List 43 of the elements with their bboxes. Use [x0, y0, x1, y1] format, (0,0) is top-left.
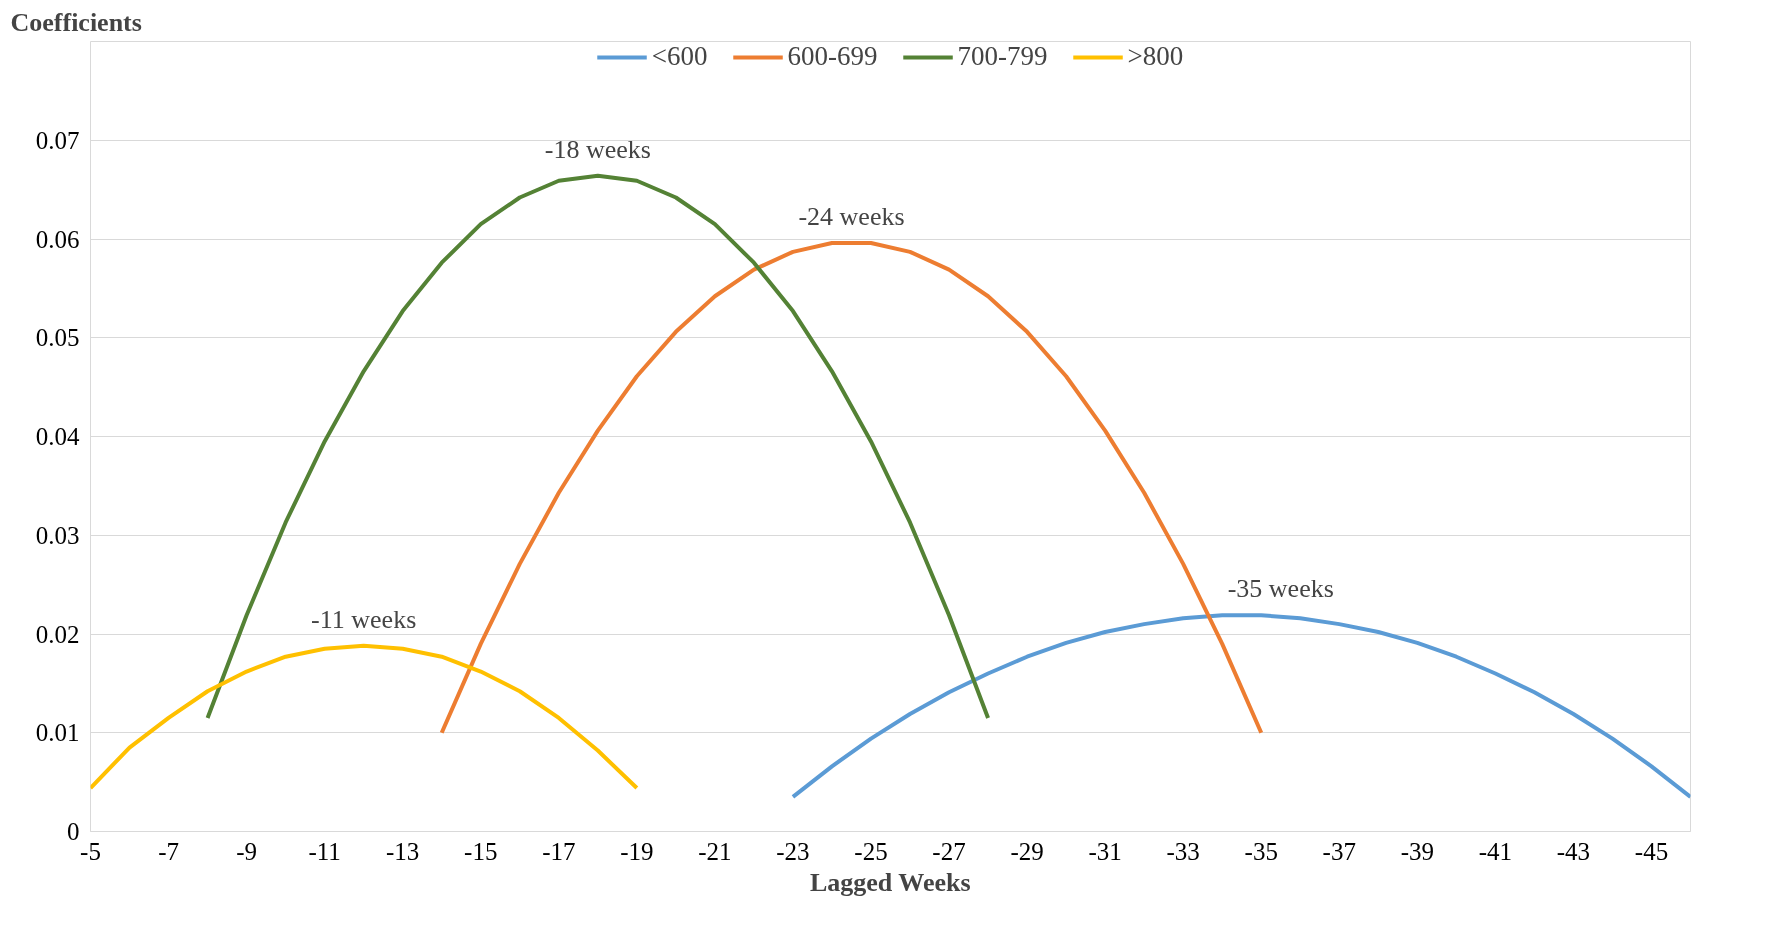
x-tick-label: -31: [1088, 837, 1122, 865]
x-tick-label: -23: [776, 837, 810, 865]
line-series: [90, 643, 639, 791]
x-tick-label: -39: [1400, 837, 1434, 865]
annotation: -35 weeks: [1227, 574, 1334, 604]
y-tick-label: 0: [67, 818, 80, 845]
legend-label: 600-699: [787, 41, 878, 72]
y-tick-label: 0.06: [35, 225, 80, 253]
x-tick-label: -27: [932, 837, 966, 865]
x-axis-title: Lagged Weeks: [809, 867, 971, 897]
x-tick-label: -41: [1478, 837, 1513, 865]
annotation: -11 weeks: [311, 604, 417, 634]
legend-label: 700-799: [957, 41, 1048, 72]
x-tick-label: -19: [620, 837, 654, 865]
y-axis-title: Coefficients: [10, 7, 142, 37]
x-tick-label: -13: [386, 837, 420, 865]
x-tick-label: -21: [698, 837, 732, 865]
x-tick-label: -5: [80, 837, 101, 865]
x-tick-label: -33: [1166, 837, 1200, 865]
y-tick-label: 0.03: [35, 521, 80, 549]
x-tick-label: -15: [464, 837, 498, 865]
line-series: [205, 173, 991, 720]
y-tick-label: 0.02: [35, 620, 80, 648]
x-tick-label: -29: [1010, 837, 1044, 865]
line-series: [790, 613, 1691, 799]
x-tick-label: -45: [1634, 837, 1669, 865]
x-tick-label: -9: [236, 837, 258, 865]
x-tick-label: -17: [542, 837, 576, 865]
annotation: -18 weeks: [544, 134, 651, 164]
line-series: [439, 240, 1264, 735]
legend-label: >800: [1127, 41, 1184, 72]
y-tick-label: 0.05: [35, 324, 80, 352]
legend-label: <600: [651, 41, 708, 72]
y-tick-label: 0.01: [35, 719, 80, 747]
y-tick-label: 0.07: [35, 126, 80, 154]
y-tick-label: 0.04: [35, 423, 80, 450]
x-tick-label: -35: [1244, 837, 1278, 865]
annotation: -24 weeks: [798, 201, 905, 231]
x-tick-label: -11: [308, 837, 341, 865]
x-tick-label: -7: [158, 837, 179, 865]
x-tick-label: -37: [1322, 837, 1356, 865]
x-tick-label: -43: [1556, 837, 1591, 865]
x-tick-label: -25: [854, 837, 888, 865]
